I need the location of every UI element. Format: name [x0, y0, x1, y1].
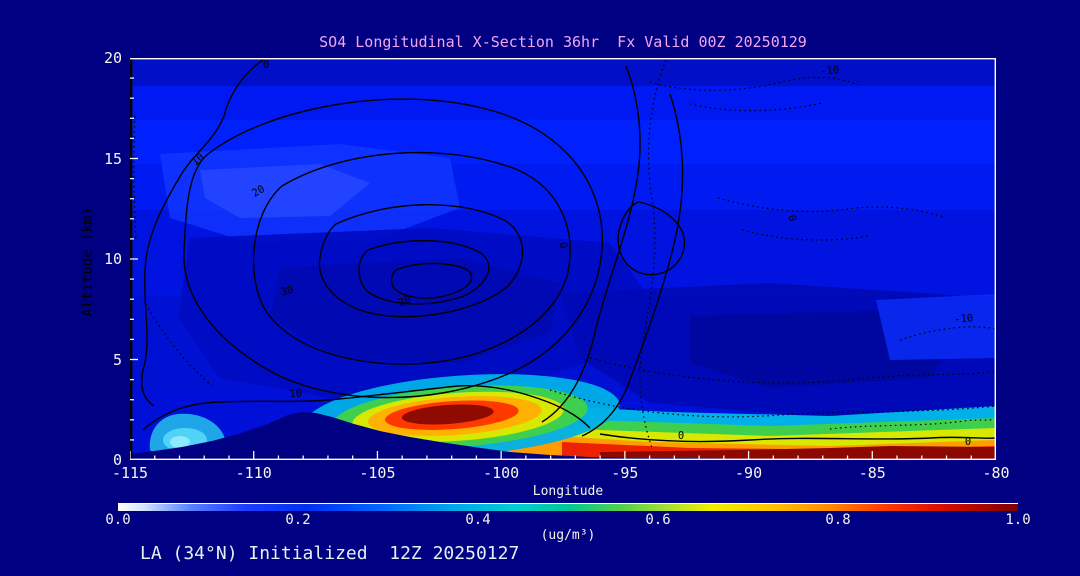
colorbar-tick-label: 0.8: [825, 512, 851, 528]
colorbar-tick-label: 1.0: [1005, 512, 1031, 528]
y-tick-label: 20: [103, 49, 122, 67]
solid-contours: [141, 59, 996, 443]
colorbar: [118, 503, 1018, 511]
colorbar-unit-label: (ug/m³): [540, 528, 596, 543]
colorbar-tick-label: 0.4: [465, 512, 491, 528]
x-tick-label: -95: [611, 464, 639, 482]
x-tick-label: -100: [483, 464, 520, 482]
y-tick-label: 15: [103, 149, 122, 168]
footer-annotation: LA (34°N) Initialized 12Z 20250127: [140, 543, 520, 564]
y-tick-label: 10: [103, 250, 122, 268]
solid-contour-label: 0: [678, 430, 684, 442]
terrain-silhouette: [130, 412, 830, 460]
solid-contour-label: 30: [280, 284, 295, 299]
axes-frame: [130, 58, 996, 460]
colorbar-tick-label: 0.0: [105, 512, 131, 528]
x-tick-label: -105: [359, 464, 396, 482]
solid-contour-label: 10: [289, 387, 303, 400]
x-tick-label: -115: [111, 464, 149, 482]
dashed-contour-label: -10: [820, 64, 840, 78]
colorbar-tick-label: 0.6: [645, 512, 671, 528]
solid-contour-label: 20: [250, 183, 267, 200]
plot-title: SO4 Longitudinal X-Section 36hr Fx Valid…: [319, 33, 807, 51]
x-tick-label: -110: [235, 464, 272, 482]
solid-contour-label: 20: [396, 293, 413, 309]
x-tick-label: -90: [735, 464, 763, 482]
y-tick-label: 5: [112, 350, 122, 369]
y-tick-label: 0: [112, 451, 122, 469]
axis-ticks: [130, 58, 996, 460]
x-tick-label: -85: [858, 464, 886, 482]
solid-contour-label: 0: [556, 241, 569, 249]
x-axis-label: Longitude: [532, 484, 604, 499]
solid-contour-label: 0: [965, 436, 971, 448]
dashed-contour-label: -10: [954, 312, 974, 326]
solid-contour-label: 0: [263, 59, 269, 71]
dashed-contour-label: 0: [785, 214, 798, 223]
x-tick-label: -80: [982, 464, 1010, 482]
colorbar-tick-label: 0.2: [285, 512, 311, 528]
dashed-contours: [133, 59, 996, 449]
